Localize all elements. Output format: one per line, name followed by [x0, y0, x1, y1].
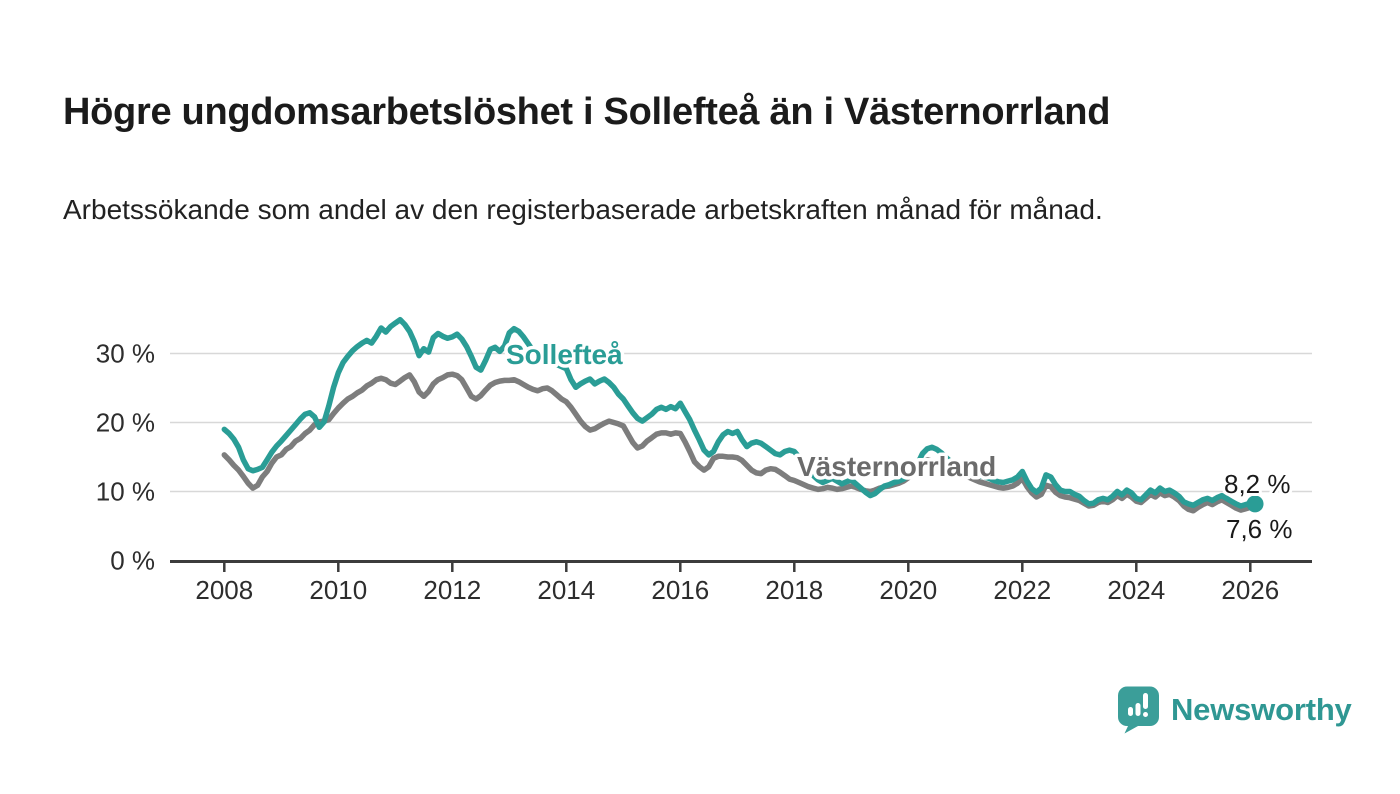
series-line-vasternorrland — [221, 371, 1258, 514]
y-tick-label: 0 % — [110, 546, 155, 576]
x-tick-label: 2026 — [1221, 575, 1279, 605]
y-tick-label: 10 % — [96, 477, 155, 507]
y-tick-label: 30 % — [96, 339, 155, 369]
x-tick-label: 2022 — [993, 575, 1051, 605]
x-tick-label: 2016 — [651, 575, 709, 605]
x-tick-label: 2024 — [1107, 575, 1165, 605]
page-title: Högre ungdomsarbetslöshet i Sollefteå än… — [63, 91, 1111, 134]
newsworthy-brand-text: Newsworthy — [1171, 692, 1352, 727]
end-value-label-solleftea: 8,2 % — [1224, 469, 1291, 499]
x-tick-label: 2014 — [537, 575, 595, 605]
series-endpoint-dot — [1246, 495, 1264, 513]
series-line-solleftea — [221, 316, 1258, 509]
series-label-solleftea: Sollefteå — [506, 339, 623, 370]
x-tick-label: 2018 — [765, 575, 823, 605]
x-tick-label: 2008 — [195, 575, 253, 605]
page-subtitle: Arbetssökande som andel av den registerb… — [63, 194, 1103, 225]
x-tick-label: 2020 — [879, 575, 937, 605]
newsworthy-brand: Newsworthy — [1117, 686, 1352, 734]
newsworthy-logo-icon — [1118, 686, 1159, 734]
series-label-vasternorrland: Västernorrland — [797, 451, 996, 482]
end-value-label-vasternorrland: 7,6 % — [1226, 514, 1293, 544]
y-tick-label: 20 % — [96, 408, 155, 438]
x-tick-label: 2010 — [309, 575, 367, 605]
x-tick-label: 2012 — [423, 575, 481, 605]
